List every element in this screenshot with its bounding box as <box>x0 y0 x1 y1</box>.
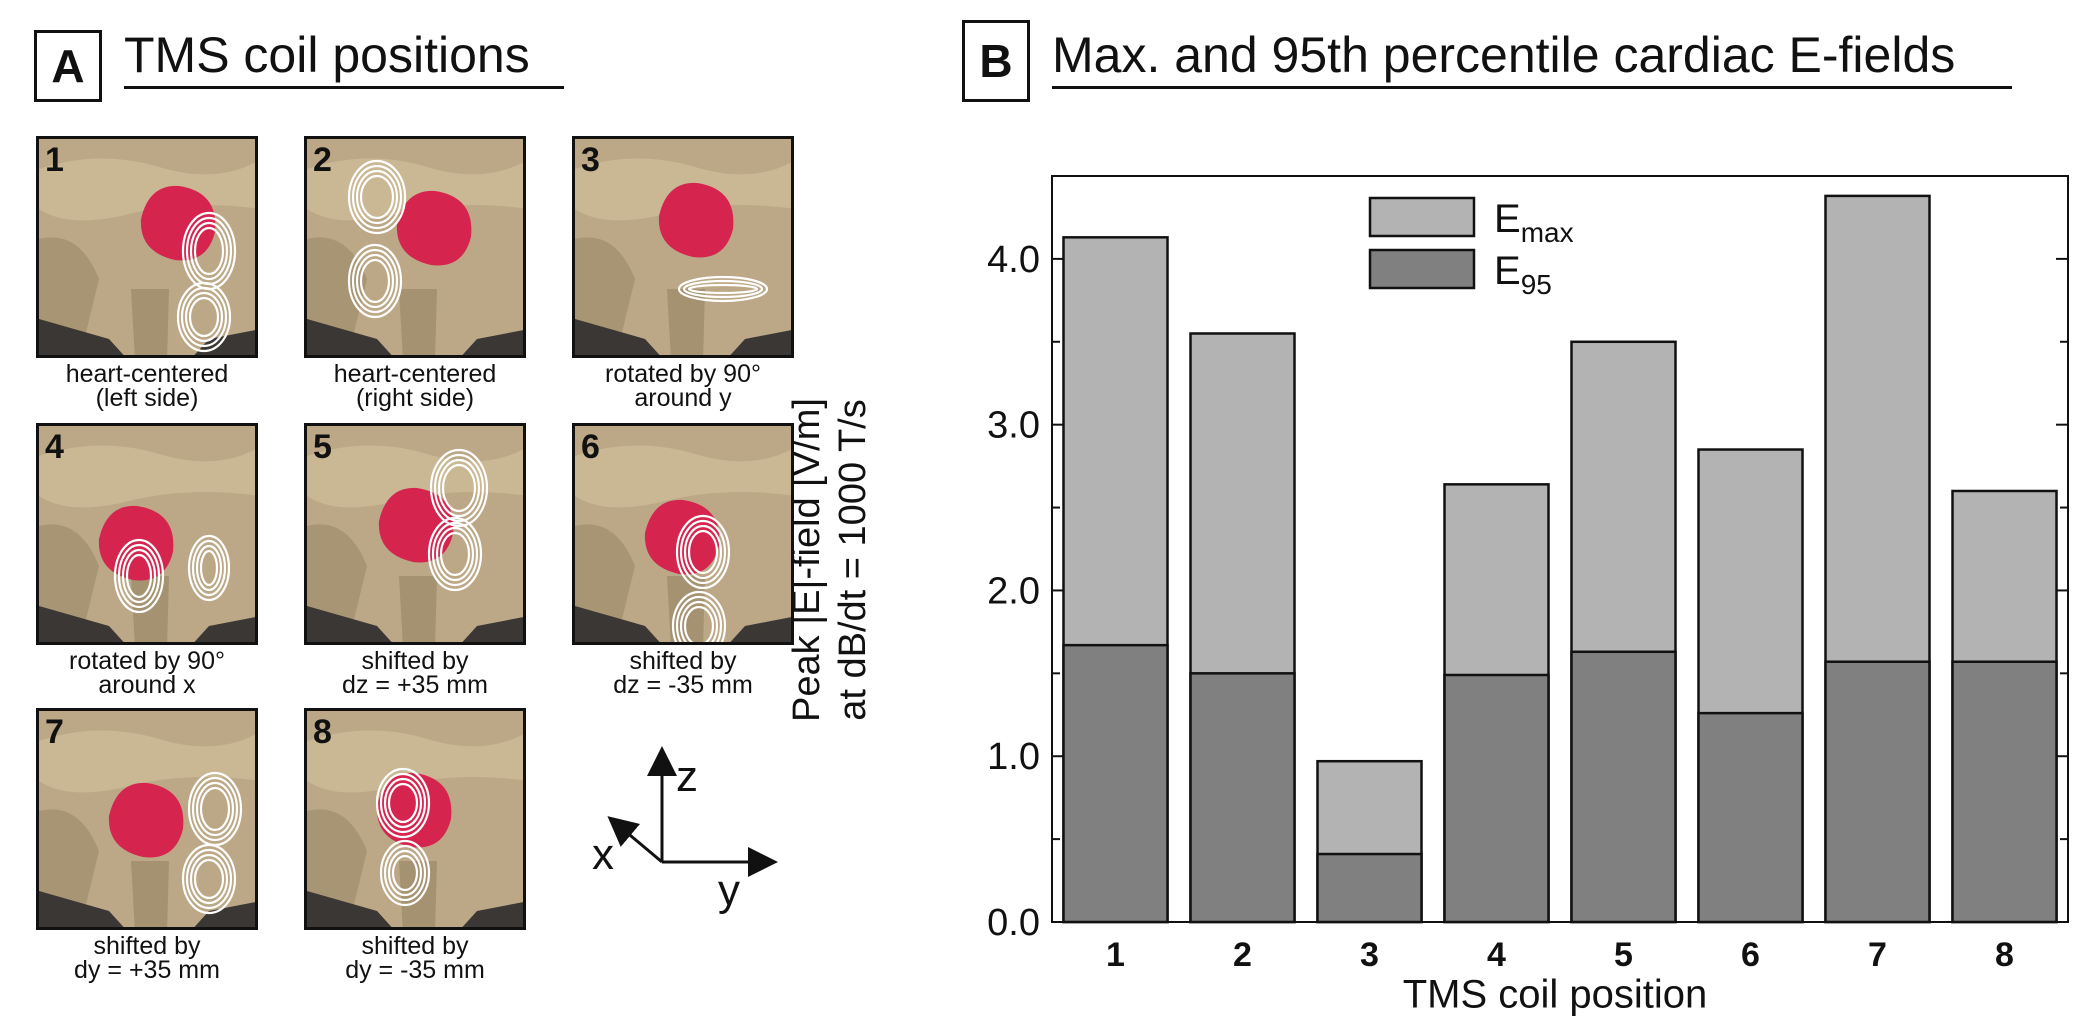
x-tick-label: 1 <box>1106 936 1125 974</box>
panel-a-title-underline <box>124 86 564 89</box>
x-tick-label: 4 <box>1487 936 1506 974</box>
tile-number: 4 <box>45 428 64 466</box>
torso-render-image <box>575 139 791 355</box>
axis-label-y: y <box>718 866 740 915</box>
panel-a-title: TMS coil positions <box>124 27 530 83</box>
axis-label-z: z <box>676 752 698 801</box>
plot-frame <box>1051 175 2069 923</box>
coil-position-tile-2: 2 <box>304 136 526 358</box>
caption-line1: shifted by <box>629 647 737 675</box>
coil-position-caption-1: heart-centered (left side) <box>12 360 282 412</box>
panel-b-letter: B <box>962 20 1030 102</box>
tile-number: 1 <box>45 141 64 179</box>
legend-label-main: E <box>1494 249 1521 293</box>
y-tick-label: 2.0 <box>987 570 1040 612</box>
y-axis-label-line2: at dB/dt = 1000 T/s <box>832 399 874 721</box>
panel-b-title-underline <box>1052 86 2012 89</box>
y-tick-label: 4.0 <box>987 239 1040 281</box>
y-axis-label: Peak |E|-field [V/m] at dB/dt = 1000 T/s <box>784 260 876 860</box>
panel-b-title: Max. and 95th percentile cardiac E-field… <box>1052 27 1956 83</box>
coil-position-tile-7: 7 <box>36 708 258 930</box>
x-tick-label: 5 <box>1614 936 1633 974</box>
coil-position-caption-3: rotated by 90° around y <box>548 360 818 412</box>
x-axis-label: TMS coil position <box>1402 972 1708 1017</box>
caption-line2: dz = +35 mm <box>342 671 488 699</box>
tile-number: 3 <box>581 141 600 179</box>
tile-number: 6 <box>581 428 600 466</box>
coil-position-tile-8: 8 <box>304 708 526 930</box>
torso-render-image <box>575 426 791 642</box>
torso-render-image <box>39 426 255 642</box>
tile-number: 8 <box>313 713 332 751</box>
coil-position-tile-3: 3 <box>572 136 794 358</box>
tile-number: 2 <box>313 141 332 179</box>
legend-swatch-emax <box>1368 196 1476 238</box>
torso-render-image <box>307 426 523 642</box>
x-tick-label: 7 <box>1868 936 1887 974</box>
coil-position-caption-4: rotated by 90° around x <box>12 647 282 699</box>
y-tick-label: 1.0 <box>987 736 1040 778</box>
torso-render-image <box>307 711 523 927</box>
panel-a-letter: A <box>34 30 102 102</box>
caption-line1: shifted by <box>361 932 469 960</box>
caption-line1: heart-centered <box>333 360 497 388</box>
bar-e95-5 <box>1570 650 1677 924</box>
coil-position-tile-1: 1 <box>36 136 258 358</box>
bar-e95-4 <box>1443 673 1550 924</box>
torso-render-image <box>307 139 523 355</box>
legend-swatch-e95 <box>1368 248 1476 290</box>
caption-line1: rotated by 90° <box>605 360 761 388</box>
bar-e95-6 <box>1697 711 1804 924</box>
caption-line2: dz = -35 mm <box>613 671 753 699</box>
legend-label-e95: E95 <box>1494 249 1552 300</box>
caption-line2: around x <box>98 671 196 699</box>
bar-e95-7 <box>1824 660 1931 924</box>
legend-label-subscript: 95 <box>1521 269 1552 300</box>
coil-position-caption-5: shifted by dz = +35 mm <box>280 647 550 699</box>
caption-line1: shifted by <box>93 932 201 960</box>
bar-e95-2 <box>1189 672 1296 924</box>
y-axis-label-line1: Peak |E|-field [V/m] <box>786 398 828 722</box>
caption-line1: rotated by 90° <box>69 647 225 675</box>
tile-number: 7 <box>45 713 64 751</box>
bar-e95-3 <box>1316 852 1423 924</box>
y-tick-label: 3.0 <box>987 405 1040 447</box>
caption-line2: (right side) <box>355 384 475 412</box>
axis-label-x: x <box>592 830 614 879</box>
coil-position-caption-6: shifted by dz = -35 mm <box>548 647 818 699</box>
coil-position-tile-5: 5 <box>304 423 526 645</box>
coil-position-tile-4: 4 <box>36 423 258 645</box>
bar-e95-8 <box>1951 660 2058 924</box>
legend-label-main: E <box>1494 197 1521 241</box>
x-tick-label: 6 <box>1741 936 1760 974</box>
x-tick-label: 3 <box>1360 936 1379 974</box>
y-tick-label: 0.0 <box>987 902 1040 944</box>
caption-line2: dy = +35 mm <box>74 956 220 984</box>
legend-label-emax: Emax <box>1494 197 1574 248</box>
caption-line1: heart-centered <box>65 360 229 388</box>
caption-line2: dy = -35 mm <box>345 956 485 984</box>
coil-position-caption-7: shifted by dy = +35 mm <box>12 932 282 984</box>
torso-render-image <box>39 139 255 355</box>
torso-render-image <box>39 711 255 927</box>
legend-label-subscript: max <box>1521 217 1574 248</box>
coil-position-tile-6: 6 <box>572 423 794 645</box>
coordinate-axes-icon <box>607 746 778 877</box>
x-tick-label: 2 <box>1233 936 1252 974</box>
caption-line2: around y <box>634 384 732 412</box>
coil-position-caption-8: shifted by dy = -35 mm <box>280 932 550 984</box>
caption-line1: shifted by <box>361 647 469 675</box>
caption-line2: (left side) <box>95 384 199 412</box>
bar-e95-1 <box>1062 643 1169 924</box>
x-tick-label: 8 <box>1995 936 2014 974</box>
coil-position-caption-2: heart-centered (right side) <box>280 360 550 412</box>
tile-number: 5 <box>313 428 332 466</box>
